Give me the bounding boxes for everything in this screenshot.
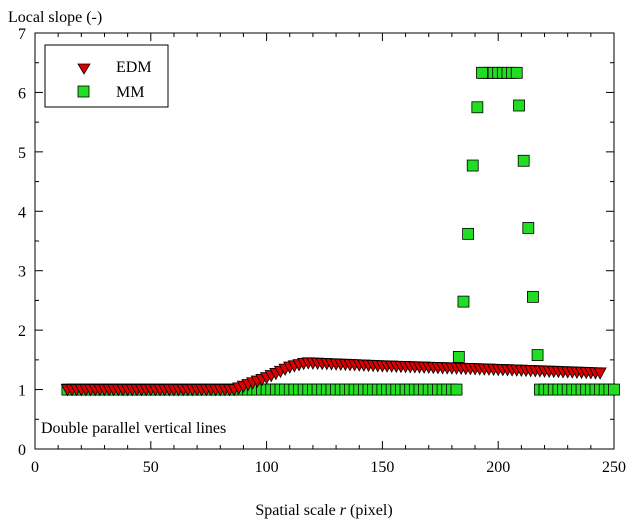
chart-annotation: Double parallel vertical lines bbox=[41, 420, 226, 437]
y-axis-label: Local slope (-) bbox=[8, 9, 102, 26]
mm-point bbox=[510, 66, 523, 79]
axis-ticks bbox=[34, 32, 615, 450]
mm-point bbox=[466, 159, 479, 172]
x-axis-label: Spatial scale r (pixel) bbox=[255, 502, 392, 519]
legend-edm-label: EDM bbox=[116, 59, 152, 76]
mm-point bbox=[531, 349, 544, 362]
x-tick-label: 250 bbox=[602, 459, 626, 476]
legend-mm-label: MM bbox=[116, 84, 144, 101]
x-tick-label: 200 bbox=[486, 459, 510, 476]
mm-point bbox=[471, 101, 484, 114]
mm-point bbox=[608, 383, 620, 396]
x-tick-label: 150 bbox=[370, 459, 394, 476]
mm-point bbox=[517, 154, 530, 167]
y-tick-label: 7 bbox=[18, 26, 26, 43]
mm-point bbox=[450, 383, 463, 396]
x-tick-label: 100 bbox=[255, 459, 279, 476]
mm-point bbox=[476, 66, 488, 79]
legend: EDM MM bbox=[44, 44, 169, 108]
legend-box bbox=[44, 44, 169, 108]
y-tick-label: 3 bbox=[18, 264, 26, 281]
y-tick-label: 4 bbox=[18, 204, 26, 221]
x-tick-label: 0 bbox=[31, 459, 39, 476]
edm-point bbox=[593, 367, 607, 380]
y-tick-label: 0 bbox=[18, 442, 26, 459]
axis-tick-labels: 0 50 100 150 200 250 0 1 2 3 4 5 6 7 bbox=[18, 26, 626, 476]
y-tick-label: 5 bbox=[18, 145, 26, 162]
y-tick-label: 6 bbox=[18, 85, 26, 102]
y-tick-label: 1 bbox=[18, 383, 26, 400]
mm-point bbox=[457, 295, 470, 308]
y-tick-label: 2 bbox=[18, 323, 26, 340]
mm-point bbox=[522, 222, 535, 234]
mm-point bbox=[527, 290, 539, 303]
mm-point bbox=[462, 227, 474, 240]
data-marks bbox=[60, 66, 620, 397]
legend-mm-marker bbox=[77, 85, 90, 98]
x-tick-label: 50 bbox=[143, 459, 159, 476]
mm-point bbox=[452, 350, 465, 363]
mm-point bbox=[513, 99, 525, 112]
legend-edm-marker bbox=[77, 63, 91, 75]
